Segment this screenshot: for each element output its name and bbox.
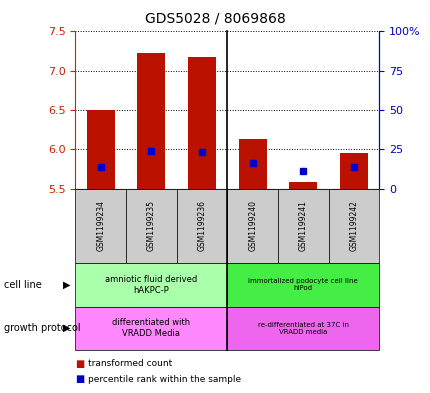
Bar — [187, 57, 215, 189]
Text: percentile rank within the sample: percentile rank within the sample — [88, 375, 241, 384]
Bar — [289, 182, 316, 189]
Bar — [339, 153, 367, 189]
Text: ▶: ▶ — [63, 280, 71, 290]
Text: amniotic fluid derived
hAKPC-P: amniotic fluid derived hAKPC-P — [105, 275, 197, 295]
Text: immortalized podocyte cell line
hIPod: immortalized podocyte cell line hIPod — [248, 278, 357, 292]
Text: ■: ■ — [75, 358, 84, 369]
Bar — [238, 139, 266, 189]
Text: GSM1199235: GSM1199235 — [147, 200, 156, 252]
Text: GDS5028 / 8069868: GDS5028 / 8069868 — [145, 12, 285, 26]
Text: growth protocol: growth protocol — [4, 323, 81, 333]
Text: GSM1199234: GSM1199234 — [96, 200, 105, 252]
Text: re-differentiated at 37C in
VRADD media: re-differentiated at 37C in VRADD media — [257, 321, 348, 335]
Text: differentiated with
VRADD Media: differentiated with VRADD Media — [112, 318, 190, 338]
Bar — [86, 110, 114, 189]
Text: cell line: cell line — [4, 280, 42, 290]
Text: ■: ■ — [75, 374, 84, 384]
Text: transformed count: transformed count — [88, 359, 172, 368]
Text: GSM1199242: GSM1199242 — [349, 200, 358, 252]
Text: ▶: ▶ — [63, 323, 71, 333]
Text: GSM1199241: GSM1199241 — [298, 200, 307, 252]
Text: GSM1199240: GSM1199240 — [248, 200, 257, 252]
Text: GSM1199236: GSM1199236 — [197, 200, 206, 252]
Bar — [137, 53, 165, 189]
